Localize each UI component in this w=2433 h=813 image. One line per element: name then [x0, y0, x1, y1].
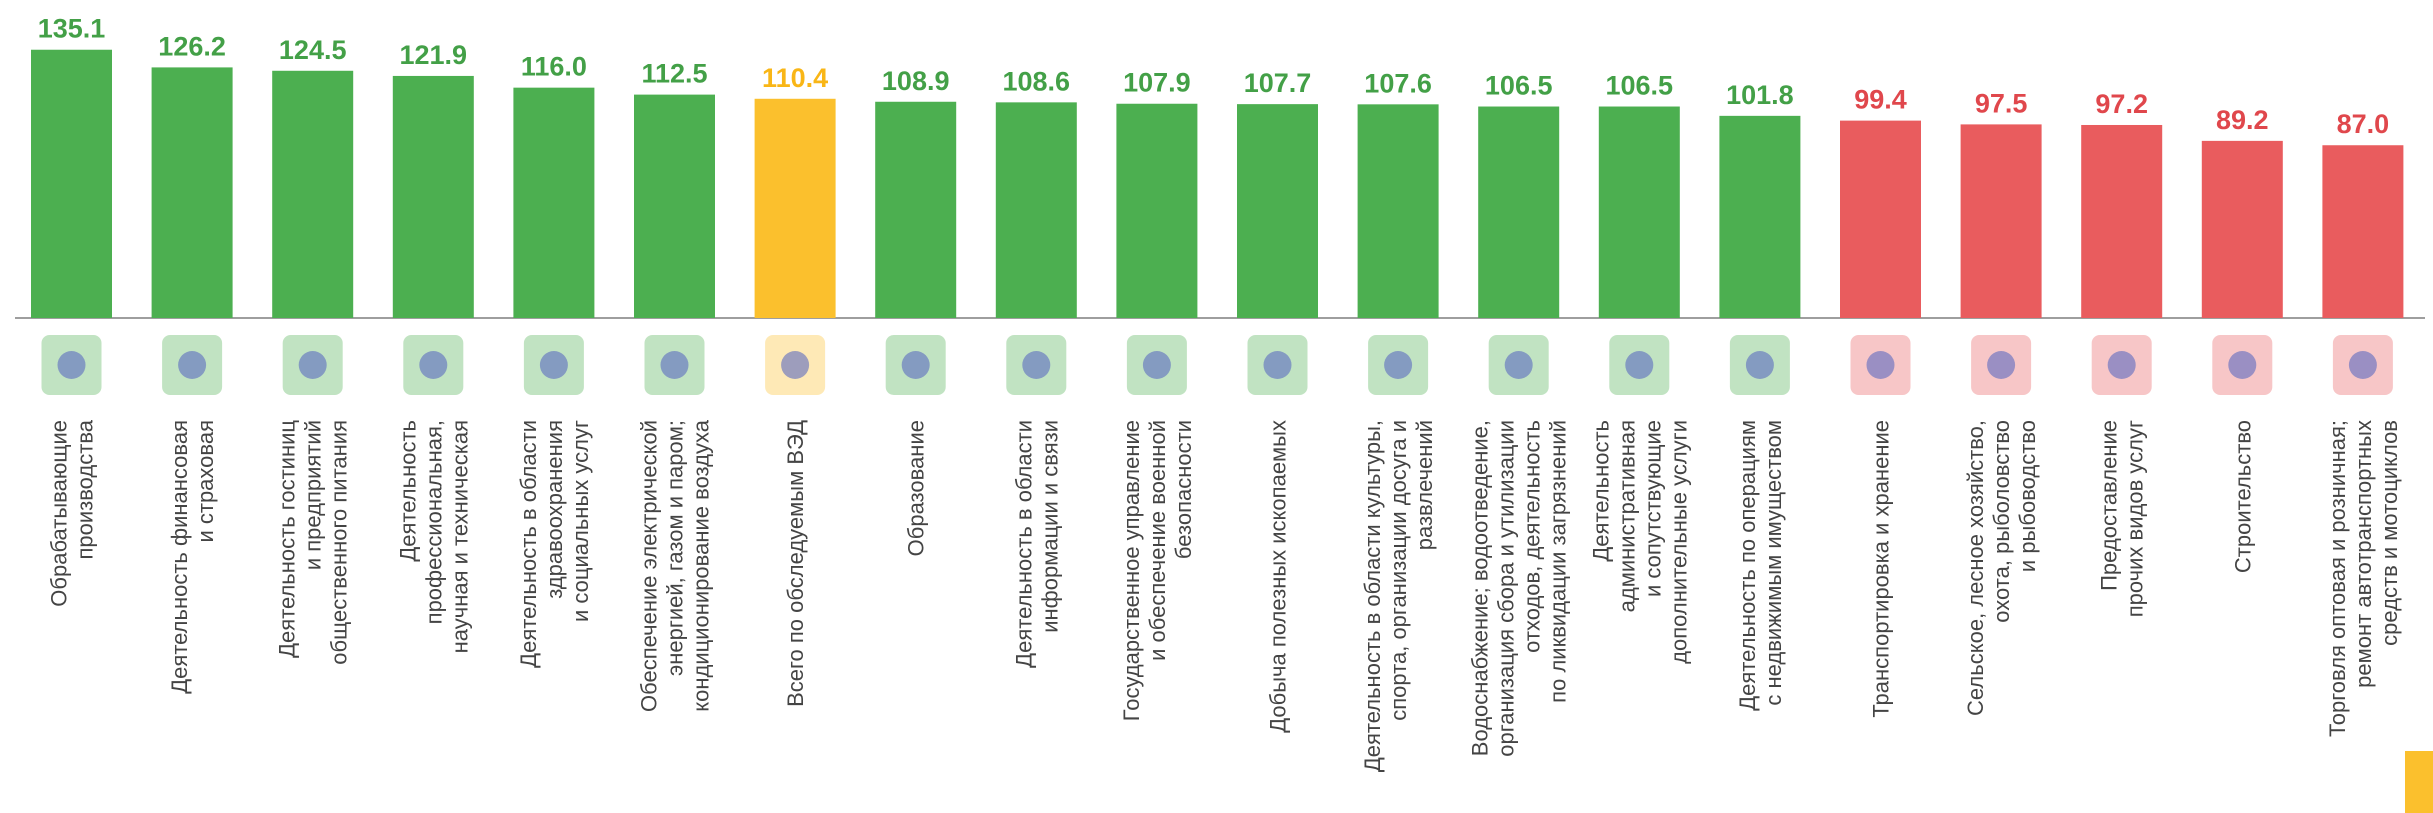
icon-detail [1987, 351, 2015, 379]
icon-detail [2228, 351, 2256, 379]
icon-detail [661, 351, 689, 379]
category-label: Деятельность в областиинформации и связи [1011, 420, 1062, 668]
value-label: 107.7 [1244, 68, 1312, 98]
icon-detail [1384, 351, 1412, 379]
value-label: 101.8 [1726, 80, 1794, 110]
category-label: Деятельность в областиздравоохраненияи с… [516, 420, 593, 668]
value-label: 121.9 [400, 40, 468, 70]
icon-detail [58, 351, 86, 379]
icon-detail [1505, 351, 1533, 379]
value-label: 107.9 [1123, 68, 1191, 98]
category-label: Добыча полезных ископаемых [1266, 420, 1291, 733]
category-label: Всего по обследуемым ВЭД [783, 420, 808, 707]
category-label: Образование [904, 420, 929, 556]
value-label: 89.2 [2216, 105, 2269, 135]
icon-detail [1143, 351, 1171, 379]
value-label: 97.2 [2095, 89, 2148, 119]
category-label: Деятельностьадминистративнаяи сопутствую… [1588, 420, 1691, 664]
value-label: 99.4 [1854, 85, 1907, 115]
category-label: Обрабатывающиепроизводства [47, 419, 98, 606]
bar [1358, 104, 1439, 318]
icon-detail [419, 351, 447, 379]
icon-detail [2108, 351, 2136, 379]
bar [1840, 121, 1921, 318]
bar [875, 102, 956, 318]
category-label: Торговля оптовая и розничная;ремонт авто… [2325, 420, 2402, 737]
bar [1478, 107, 1559, 318]
bar [272, 71, 353, 318]
bar [1599, 107, 1680, 318]
category-label: Деятельность гостиници предприятийобщест… [275, 420, 352, 665]
category-label: Обеспечение электрическойэнергией, газом… [637, 419, 714, 712]
value-label: 108.9 [882, 66, 950, 96]
category-label: Деятельность финансоваяи страховая [167, 420, 218, 694]
corner-decoration [2405, 751, 2433, 813]
value-label: 126.2 [158, 31, 226, 61]
category-label: Государственное управлениеи обеспечение … [1119, 420, 1196, 721]
category-label: Строительство [2230, 420, 2255, 573]
icon-detail [1022, 351, 1050, 379]
bar [1961, 124, 2042, 318]
value-label: 106.5 [1606, 71, 1674, 101]
icon-detail [540, 351, 568, 379]
bar [31, 50, 112, 318]
value-label: 97.5 [1975, 88, 2028, 118]
bar [755, 99, 836, 318]
icon-detail [902, 351, 930, 379]
bar [152, 67, 233, 318]
bar [1116, 104, 1197, 318]
value-label: 116.0 [521, 52, 587, 82]
value-label: 108.6 [1003, 66, 1071, 96]
category-label: Транспортировка и хранение [1869, 420, 1894, 718]
icon-detail [178, 351, 206, 379]
value-label: 107.6 [1364, 68, 1432, 98]
bar [513, 88, 594, 318]
icon-detail [1264, 351, 1292, 379]
icon-detail [1746, 351, 1774, 379]
value-label: 87.0 [2337, 109, 2390, 139]
value-label: 124.5 [279, 35, 347, 65]
bar [2322, 145, 2403, 318]
bar [1237, 104, 1318, 318]
bar [634, 95, 715, 318]
category-label: Деятельность по операциямс недвижимым им… [1735, 420, 1786, 711]
category-label: Водоснабжение; водоотведение,организация… [1468, 420, 1571, 757]
category-label: Деятельность в области культуры,спорта, … [1360, 420, 1437, 772]
bar [996, 102, 1077, 318]
category-label: Предоставлениепрочих видов услуг [2097, 420, 2148, 617]
value-label: 110.4 [762, 63, 828, 93]
icon-detail [2349, 351, 2377, 379]
bar [2202, 141, 2283, 318]
bar [2081, 125, 2162, 318]
bar [1719, 116, 1800, 318]
chart: 135.1 Обрабатывающиепроизводства 126.2 Деят… [0, 0, 2433, 813]
icon-detail [1867, 351, 1895, 379]
category-label: Сельское, лесное хозяйство,охота, рыболо… [1963, 420, 2040, 716]
bar [393, 76, 474, 318]
value-label: 106.5 [1485, 71, 1553, 101]
icon-detail [299, 351, 327, 379]
category-label: Деятельностьпрофессиональная,научная и т… [395, 420, 472, 653]
value-label: 135.1 [38, 14, 106, 44]
value-label: 112.5 [641, 59, 707, 89]
icon-detail [781, 351, 809, 379]
icon-detail [1625, 351, 1653, 379]
